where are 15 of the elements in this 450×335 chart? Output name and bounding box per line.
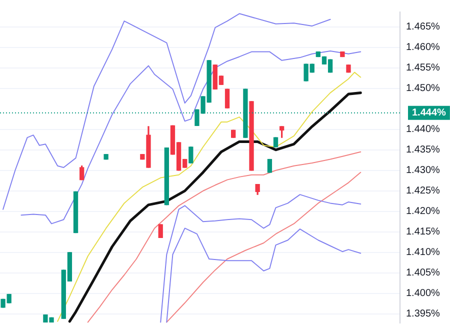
y-tick-label: 1.440% [406,124,440,136]
y-tick-label: 1.465% [406,22,440,33]
y-tick-label: 1.400% [406,288,440,300]
y-tick-label: 1.460% [406,42,440,54]
y-tick-label: 1.415% [406,226,440,238]
y-tick-label: 1.450% [406,83,440,94]
y-tick-label: 1.425% [406,186,440,197]
y-tick-label: 1.395% [406,308,440,320]
y-tick-label: 1.420% [406,206,440,218]
y-tick-label: 1.455% [406,62,440,74]
y-tick-label: 1.405% [406,268,440,279]
y-tick-label: 1.410% [406,247,440,258]
y-tick-label: 1.430% [406,165,440,176]
ref-line-label: 1.444% [412,108,446,119]
y-tick-label: 1.435% [406,144,440,156]
